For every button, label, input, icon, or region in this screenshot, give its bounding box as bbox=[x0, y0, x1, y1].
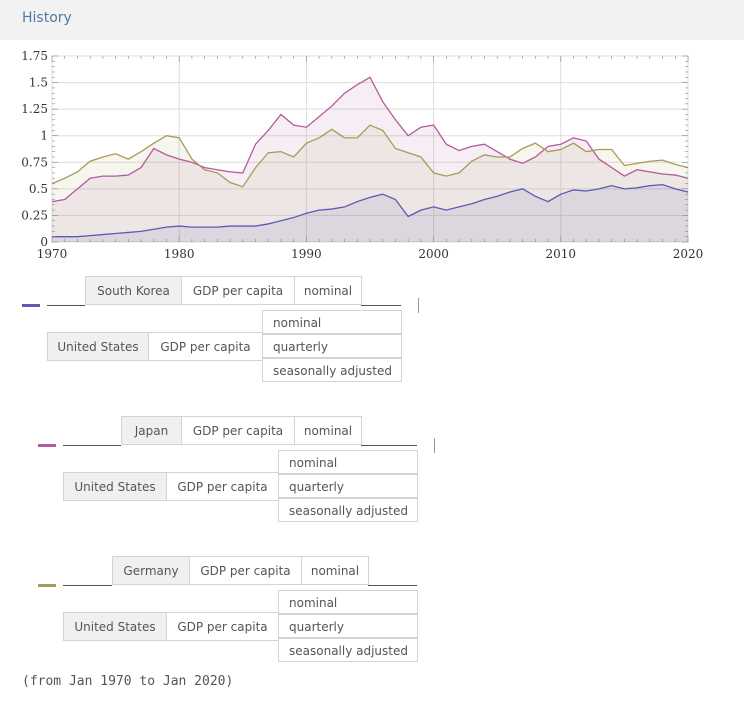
country-cell[interactable]: South Korea bbox=[85, 276, 182, 305]
legend-bracket-line bbox=[361, 445, 417, 446]
ref-measure-cell[interactable]: GDP per capita bbox=[148, 332, 263, 361]
chart-ticks: 1970 1980 1990 2000 2010 2020 0 0.25 0.5 0.75 1 1.2… bbox=[21, 49, 703, 261]
basis-cell[interactable]: nominal bbox=[294, 276, 362, 305]
pod-title: History bbox=[22, 10, 72, 26]
history-chart: 1970 1980 1990 2000 2010 2020 0 0.25 0.5 0.75 1 1.2… bbox=[21, 49, 703, 261]
y-tick-label: 1.25 bbox=[21, 102, 48, 116]
basis-cell[interactable]: nominal bbox=[301, 556, 369, 585]
y-tick-label: 0 bbox=[40, 235, 48, 249]
series-line bbox=[51, 124, 689, 188]
x-tick-label: 1970 bbox=[37, 247, 68, 261]
x-tick-label: 1990 bbox=[291, 247, 322, 261]
y-tick-label: 0.5 bbox=[29, 182, 48, 196]
country-cell[interactable]: Japan bbox=[121, 416, 182, 445]
country-cell[interactable]: Germany bbox=[112, 556, 190, 585]
ref-option-nominal[interactable]: nominal bbox=[262, 310, 402, 334]
x-tick-label: 2000 bbox=[418, 247, 449, 261]
series-line bbox=[51, 76, 689, 203]
y-tick-label: 1 bbox=[40, 129, 48, 143]
series-area bbox=[52, 77, 688, 242]
pod-header: History bbox=[0, 0, 744, 40]
legend-bracket-line bbox=[368, 585, 417, 586]
legend-divider bbox=[418, 298, 419, 313]
x-tick-label: 2020 bbox=[673, 247, 704, 261]
legend-swatch bbox=[38, 584, 56, 587]
legend-bracket-line bbox=[63, 585, 112, 586]
y-tick-label: 0.25 bbox=[21, 208, 48, 222]
legend-bracket-line bbox=[63, 445, 121, 446]
chart-grid bbox=[51, 55, 689, 243]
chart-lines bbox=[51, 76, 689, 238]
ref-measure-cell[interactable]: GDP per capita bbox=[166, 612, 279, 641]
ref-country-cell[interactable]: United States bbox=[47, 332, 149, 361]
ref-country-cell[interactable]: United States bbox=[63, 472, 167, 501]
ref-option-quarterly[interactable]: quarterly bbox=[262, 334, 402, 358]
series-area bbox=[52, 125, 688, 242]
ref-option-nominal[interactable]: nominal bbox=[278, 590, 418, 614]
x-tick-label: 2010 bbox=[546, 247, 577, 261]
ref-option-seasonally-adjusted[interactable]: seasonally adjusted bbox=[262, 358, 402, 382]
ref-option-seasonally-adjusted[interactable]: seasonally adjusted bbox=[278, 498, 418, 522]
y-tick-label: 1.5 bbox=[29, 76, 48, 90]
measure-cell[interactable]: GDP per capita bbox=[181, 276, 295, 305]
legend-swatch bbox=[38, 444, 56, 447]
ref-option-nominal[interactable]: nominal bbox=[278, 450, 418, 474]
legend-bracket-line bbox=[47, 305, 85, 306]
measure-cell[interactable]: GDP per capita bbox=[189, 556, 302, 585]
basis-cell[interactable]: nominal bbox=[294, 416, 362, 445]
ref-option-seasonally-adjusted[interactable]: seasonally adjusted bbox=[278, 638, 418, 662]
legend-divider bbox=[434, 438, 435, 453]
measure-cell[interactable]: GDP per capita bbox=[181, 416, 295, 445]
y-tick-label: 0.75 bbox=[21, 155, 48, 169]
ref-option-quarterly[interactable]: quarterly bbox=[278, 614, 418, 638]
x-tick-label: 1980 bbox=[164, 247, 195, 261]
date-range-note: (from Jan 1970 to Jan 2020) bbox=[22, 674, 234, 689]
legend-swatch bbox=[22, 304, 40, 307]
ref-country-cell[interactable]: United States bbox=[63, 612, 167, 641]
y-tick-label: 1.75 bbox=[21, 49, 48, 63]
legend-bracket-line bbox=[361, 305, 401, 306]
ref-measure-cell[interactable]: GDP per capita bbox=[166, 472, 279, 501]
ref-option-quarterly[interactable]: quarterly bbox=[278, 474, 418, 498]
series-line bbox=[52, 183, 689, 238]
